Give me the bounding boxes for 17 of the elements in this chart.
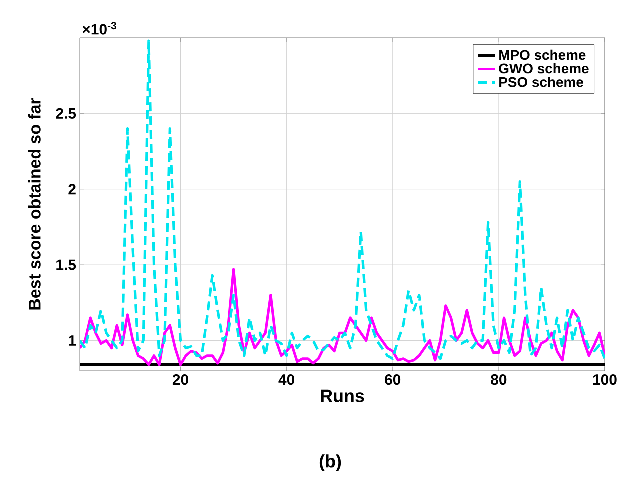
x-tick-label: 100 xyxy=(593,374,617,386)
y-tick-label: 2 xyxy=(68,184,76,195)
text: (b) xyxy=(320,454,342,472)
x-tick-label: 60 xyxy=(385,374,401,386)
text: ×10$^{-3}$ xyxy=(82,22,116,35)
y-tick-label: 1.5 xyxy=(56,260,76,270)
y-tick-label: 2.5 xyxy=(56,108,76,119)
legend-label: PSO scheme xyxy=(500,77,584,88)
legend-label: MPO scheme xyxy=(500,50,586,60)
legend-label: GWO scheme xyxy=(499,63,589,74)
x-tick-label: 40 xyxy=(278,374,295,386)
x-tick-label: 20 xyxy=(172,374,188,386)
y-axis-title: Best score obtained so far xyxy=(28,98,41,310)
line-series xyxy=(80,268,606,366)
y-tick-label: 1 xyxy=(69,336,76,346)
x-axis-title: Runs xyxy=(321,390,364,402)
x-tick-label: 80 xyxy=(491,374,507,386)
